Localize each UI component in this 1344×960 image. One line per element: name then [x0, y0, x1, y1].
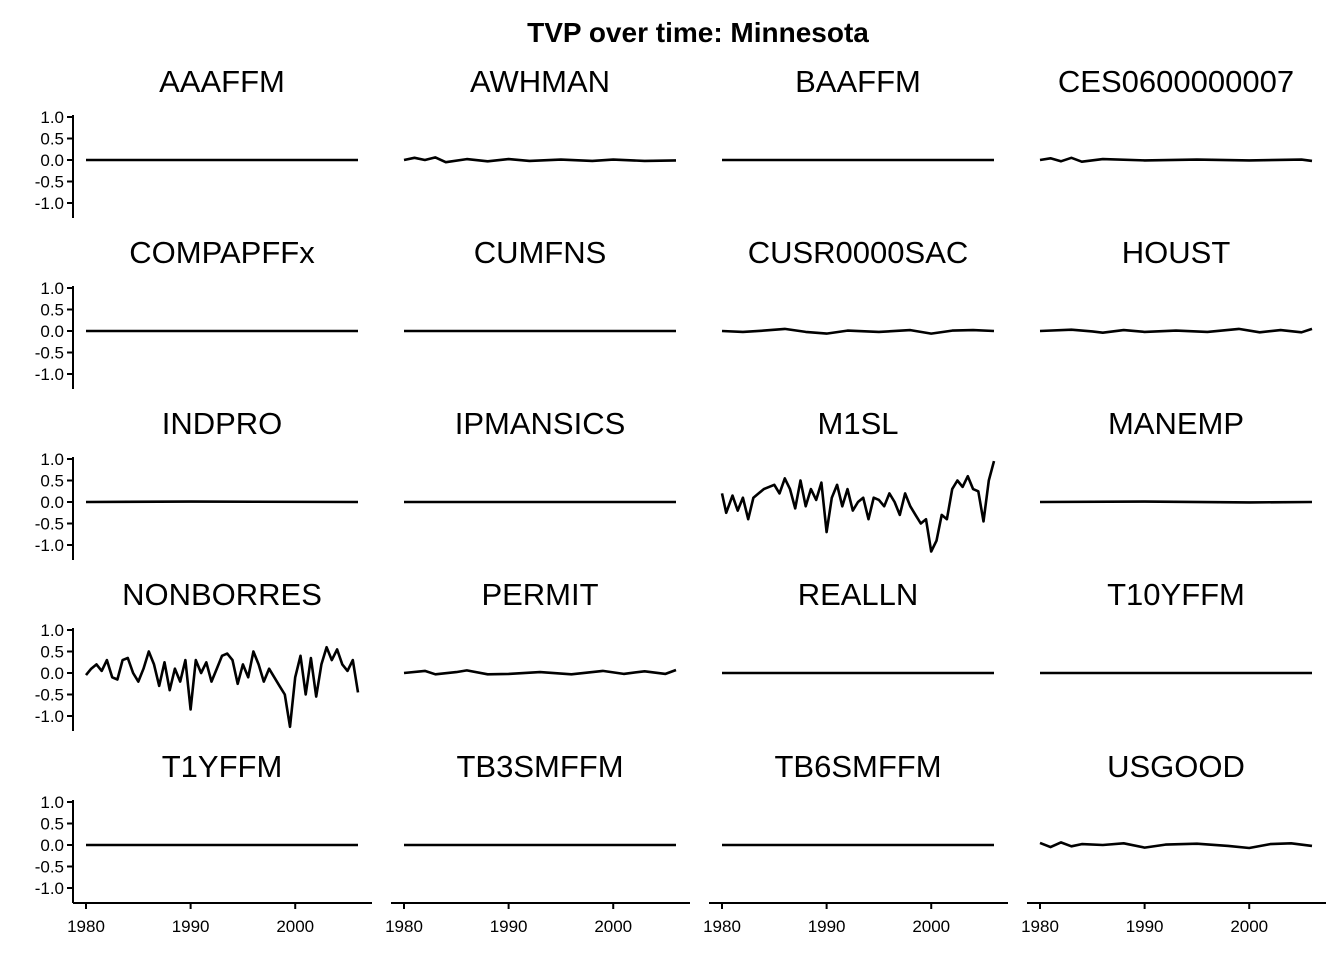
x-tick-label: 1980 — [703, 917, 741, 936]
y-tick-label: 1.0 — [40, 793, 64, 812]
panel-title: T1YFFM — [162, 749, 283, 784]
panel-compapffx: COMPAPFFx 1.0 0.5 0.0 -0.5 -1.0 — [35, 235, 358, 389]
panel-title: USGOOD — [1107, 749, 1245, 784]
panel-cumfns: CUMFNS — [404, 235, 676, 333]
panel-title: AAAFFM — [159, 64, 285, 99]
series-line-manemp — [1039, 500, 1313, 504]
panel-t10yffm: T10YFFM — [1040, 577, 1312, 675]
series-line-nonborres — [84, 645, 360, 729]
y-tick-label: -0.5 — [35, 173, 64, 192]
panel-ipmansics: IPMANSICS — [404, 406, 676, 504]
y-tick-label: -1.0 — [35, 365, 64, 384]
series-line-ces0600000007 — [1039, 156, 1313, 163]
panel-title: IPMANSICS — [455, 406, 626, 441]
y-tick-label: 0.0 — [40, 664, 64, 683]
panel-aaaffm: AAAFFM 1.0 0.5 0.0 -0.5 -1.0 — [35, 64, 358, 218]
x-tick-label: 1980 — [1021, 917, 1059, 936]
y-tick-label: -1.0 — [35, 707, 64, 726]
panel-ces0600000007: CES0600000007 — [1039, 64, 1313, 163]
panel-permit: PERMIT — [403, 577, 677, 676]
y-tick-label: 1.0 — [40, 450, 64, 469]
panel-title: HOUST — [1122, 235, 1231, 270]
panel-title: TB3SMFFM — [456, 749, 623, 784]
y-tick-label: 0.5 — [40, 643, 64, 662]
panel-title: T10YFFM — [1107, 577, 1245, 612]
y-tick-label: -0.5 — [35, 686, 64, 705]
panel-tb3smffm: TB3SMFFM 1980 1990 2000 — [385, 749, 690, 936]
y-tick-label: 0.5 — [40, 472, 64, 491]
series-line-awhman — [403, 156, 677, 164]
x-tick-label: 2000 — [276, 917, 314, 936]
panel-title: MANEMP — [1108, 406, 1244, 441]
y-tick-label: -0.5 — [35, 515, 64, 534]
series-line-usgood — [1039, 841, 1313, 850]
y-tick-label: 0.5 — [40, 301, 64, 320]
panel-title: BAAFFM — [795, 64, 921, 99]
panel-title: PERMIT — [481, 577, 598, 612]
y-tick-label: -1.0 — [35, 879, 64, 898]
panel-usgood: USGOOD 1980 1990 2000 — [1021, 749, 1326, 936]
y-tick-label: -1.0 — [35, 194, 64, 213]
panel-title: AWHMAN — [470, 64, 610, 99]
panel-title: CUMFNS — [474, 235, 607, 270]
panel-title: CES0600000007 — [1058, 64, 1294, 99]
x-tick-label: 1980 — [67, 917, 105, 936]
panel-baaffm: BAAFFM — [722, 64, 994, 162]
x-tick-label: 1990 — [808, 917, 846, 936]
y-tick-label: 0.0 — [40, 836, 64, 855]
panel-manemp: MANEMP — [1039, 406, 1313, 504]
panel-cusr0000sac: CUSR0000SAC — [721, 235, 995, 335]
y-tick-label: 0.0 — [40, 322, 64, 341]
y-tick-label: 1.0 — [40, 279, 64, 298]
x-tick-label: 2000 — [912, 917, 950, 936]
y-tick-label: 0.0 — [40, 493, 64, 512]
y-tick-label: 1.0 — [40, 108, 64, 127]
panel-title: M1SL — [818, 406, 899, 441]
x-tick-label: 1990 — [172, 917, 210, 936]
panel-title: NONBORRES — [122, 577, 322, 612]
chart-title: TVP over time: Minnesota — [527, 17, 869, 48]
panel-grid: AAAFFM 1.0 0.5 0.0 -0.5 -1.0 AWHMAN BAAFFM CES06… — [35, 64, 1326, 936]
x-tick-label: 1990 — [490, 917, 528, 936]
x-tick-label: 2000 — [1230, 917, 1268, 936]
panel-indpro: INDPRO 1.0 0.5 0.0 -0.5 -1.0 — [35, 406, 359, 560]
series-line-houst — [1039, 327, 1313, 334]
panel-m1sl: M1SL — [720, 406, 996, 553]
panel-title: INDPRO — [162, 406, 283, 441]
panel-awhman: AWHMAN — [403, 64, 677, 164]
panel-title: TB6SMFFM — [774, 749, 941, 784]
series-line-m1sl — [720, 460, 996, 553]
y-tick-label: -0.5 — [35, 344, 64, 363]
panel-nonborres: NONBORRES 1.0 0.5 0.0 -0.5 -1.0 — [35, 577, 360, 731]
panel-title: COMPAPFFx — [129, 235, 315, 270]
panel-houst: HOUST — [1039, 235, 1313, 334]
y-tick-label: -0.5 — [35, 858, 64, 877]
x-tick-label: 1980 — [385, 917, 423, 936]
panel-realln: REALLN — [722, 577, 994, 675]
y-tick-label: 0.5 — [40, 130, 64, 149]
y-tick-label: 1.0 — [40, 621, 64, 640]
y-tick-label: -1.0 — [35, 536, 64, 555]
y-tick-label: 0.5 — [40, 815, 64, 834]
x-tick-label: 1990 — [1126, 917, 1164, 936]
y-tick-label: 0.0 — [40, 151, 64, 170]
series-line-permit — [403, 668, 677, 676]
panel-title: CUSR0000SAC — [748, 235, 969, 270]
series-line-cusr0000sac — [721, 327, 995, 335]
panel-title: REALLN — [798, 577, 919, 612]
panel-tb6smffm: TB6SMFFM 1980 1990 2000 — [703, 749, 1008, 936]
x-tick-label: 2000 — [594, 917, 632, 936]
